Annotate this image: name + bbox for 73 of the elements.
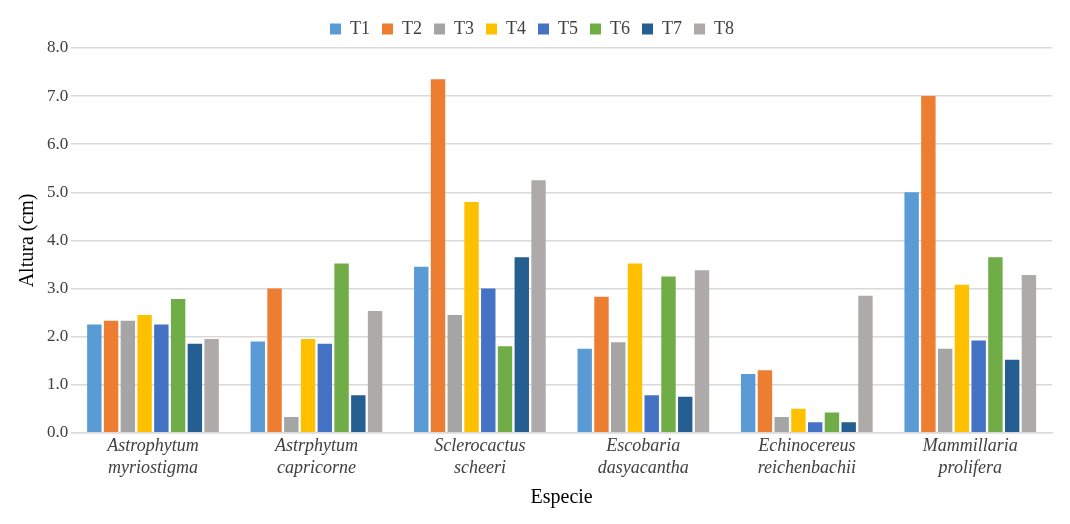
bar (807, 422, 823, 433)
bar (170, 299, 186, 433)
bar (351, 395, 366, 433)
bar (627, 263, 643, 433)
bar (791, 408, 806, 433)
x-tick-label: Mammillaria prolifera (921, 435, 1018, 477)
y-tick-label: 0.0 (47, 422, 69, 442)
bar (334, 263, 349, 433)
bar (611, 342, 626, 433)
x-axis-title: Especie (530, 485, 593, 509)
legend-label: T6 (610, 17, 630, 38)
bar (971, 340, 986, 433)
bar (824, 412, 840, 433)
bar (594, 296, 609, 433)
legend-label: T5 (558, 17, 578, 38)
bar (481, 288, 496, 433)
y-axis-title: Altura (cm) (15, 193, 39, 288)
bar (644, 395, 659, 433)
bar (204, 339, 219, 433)
bar (531, 180, 546, 433)
bar (841, 422, 856, 433)
x-tick-label: Sclerocactus scheeri (434, 435, 526, 477)
y-tick-label: 7.0 (47, 85, 69, 105)
x-tick-label: Astrphytum capricorne (273, 435, 358, 477)
bar (904, 192, 919, 433)
bar (954, 284, 970, 433)
legend-label: T4 (506, 17, 526, 38)
bar (414, 266, 429, 433)
y-tick-label: 3.0 (47, 277, 69, 297)
bar (661, 276, 676, 433)
bar (137, 314, 152, 433)
bar (921, 96, 936, 433)
bar (187, 343, 203, 433)
bar (1021, 275, 1037, 433)
legend-label: T8 (713, 17, 734, 38)
bar (284, 416, 299, 433)
bar (757, 370, 773, 433)
bar (497, 346, 513, 433)
bar (694, 270, 710, 433)
y-tick-label: 2.0 (47, 326, 69, 346)
legend-label: T7 (661, 17, 682, 38)
y-tick-label: 5.0 (47, 181, 69, 201)
bar (317, 343, 333, 433)
bar (267, 288, 282, 433)
x-tick-label: Astrophytum myriostigma (106, 435, 199, 477)
bar (447, 314, 462, 433)
bar (103, 320, 119, 433)
bar (430, 79, 446, 433)
bar (678, 396, 693, 433)
y-tick-label: 8.0 (47, 37, 69, 57)
bar (937, 348, 953, 433)
bar (87, 324, 102, 433)
bar (154, 324, 169, 433)
bar (250, 341, 265, 433)
bar (120, 320, 136, 433)
bar (514, 257, 529, 433)
bar (367, 311, 383, 433)
y-tick-label: 4.0 (47, 229, 69, 249)
x-tick-label: Echinocereus reichenbachii (757, 435, 856, 477)
bar (740, 374, 756, 433)
bar (300, 339, 316, 433)
y-tick-label: 1.0 (47, 374, 69, 394)
bar (577, 348, 592, 433)
bar (464, 201, 479, 433)
x-tick-label: Escobaria dasyacantha (597, 435, 689, 477)
bar (774, 416, 789, 433)
legend-label: T1 (350, 17, 371, 38)
legend-label: T2 (402, 17, 423, 38)
bar (988, 257, 1003, 433)
legend-label: T3 (454, 17, 475, 38)
bar (858, 295, 873, 433)
y-tick-label: 6.0 (47, 133, 69, 153)
bar (1004, 359, 1020, 433)
